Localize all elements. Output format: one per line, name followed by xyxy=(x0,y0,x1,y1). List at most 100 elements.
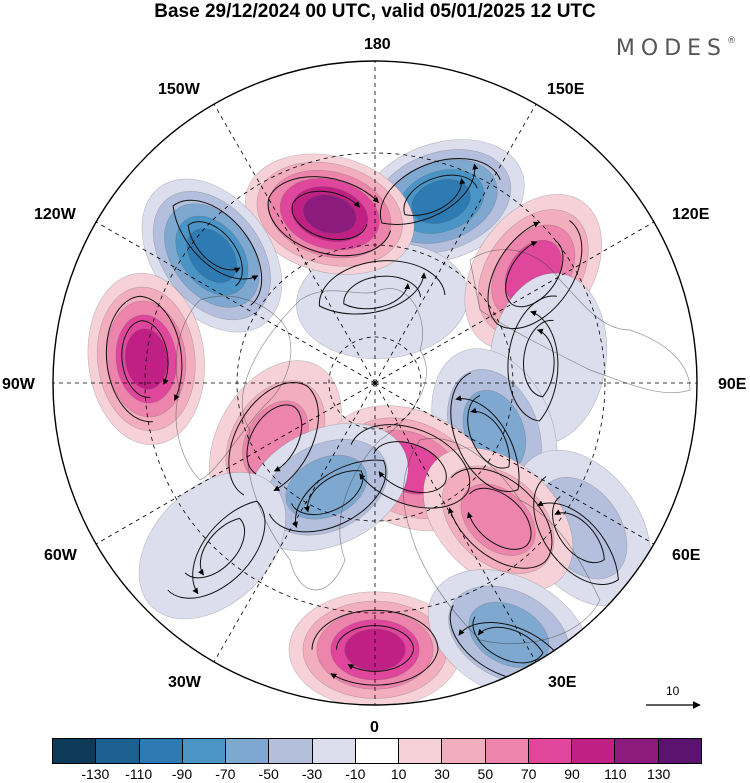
colorbar-tick-label: 70 xyxy=(520,766,537,782)
colorbar-cell xyxy=(399,739,443,763)
lon-label-150w: 150W xyxy=(158,81,200,98)
colorbar-ticks: -130 -110 -90 -70 -50 -30 -10 10 30 50 70 90 110 130 xyxy=(0,766,750,783)
lon-label-150e: 150E xyxy=(547,81,585,98)
colorbar-cell xyxy=(96,739,140,763)
colorbar-cell xyxy=(139,739,183,763)
lon-label-180: 180 xyxy=(364,36,391,53)
colorbar-cell xyxy=(528,739,573,763)
lon-label-120w: 120W xyxy=(34,206,76,223)
colorbar-cell xyxy=(355,739,400,763)
colorbar-tick-label: -30 xyxy=(301,766,323,782)
colorbar-cell xyxy=(182,739,227,763)
contour-band xyxy=(411,178,471,224)
streamline xyxy=(448,467,553,569)
streamline xyxy=(336,625,415,672)
map-title: Base 29/12/2024 00 UTC, valid 05/01/2025… xyxy=(154,1,596,22)
streamline xyxy=(228,381,319,496)
streamlines xyxy=(105,157,619,686)
coastline xyxy=(242,288,427,591)
latitude-circle xyxy=(328,336,422,430)
coastlines xyxy=(175,249,691,644)
streamline xyxy=(343,275,422,310)
lon-label-30e: 30E xyxy=(548,674,577,691)
contour-band xyxy=(460,483,536,556)
streamline xyxy=(552,496,605,564)
streamline xyxy=(472,616,544,664)
lon-label-90w: 90W xyxy=(2,376,35,393)
colorbar-cell xyxy=(442,739,486,763)
colorbar-tick-label: 110 xyxy=(604,766,627,782)
lon-label-60e: 60E xyxy=(672,547,701,564)
meridian xyxy=(87,382,376,549)
colorbar-tick-label: 30 xyxy=(434,766,450,782)
graticule xyxy=(53,61,697,705)
streamline xyxy=(184,517,245,579)
anomaly-magenta-160e xyxy=(245,153,415,275)
modes-logo: MODES® xyxy=(616,36,736,61)
streamline xyxy=(318,260,446,315)
streamline xyxy=(311,609,439,686)
colorbar-tick-label: -90 xyxy=(171,766,193,782)
streamline xyxy=(172,199,263,306)
contour-band xyxy=(303,194,357,234)
brand-text: MODES xyxy=(615,36,727,61)
coastline xyxy=(403,438,601,644)
colorbar-tick-label: -110 xyxy=(125,766,153,782)
streamline xyxy=(267,176,392,257)
lon-label-60w: 60W xyxy=(44,547,77,564)
streamline xyxy=(105,295,183,423)
map-boundary xyxy=(52,60,698,706)
lon-label-30w: 30W xyxy=(168,674,201,691)
streamline xyxy=(467,395,510,469)
coastline xyxy=(469,249,691,394)
lon-label-120e: 120E xyxy=(672,206,710,223)
colorbar-cell xyxy=(658,739,701,763)
streamline xyxy=(507,295,559,422)
colorbar-cell xyxy=(615,739,659,763)
latitude-circle xyxy=(236,244,514,522)
colorbar-tick-label: -10 xyxy=(345,766,366,782)
streamline xyxy=(350,424,471,509)
streamline xyxy=(121,320,169,398)
streamline xyxy=(533,476,619,585)
reference-vector-label: 10 xyxy=(666,684,680,698)
colorbar xyxy=(52,738,702,764)
streamline xyxy=(403,174,478,216)
colorbar-cell xyxy=(269,739,313,763)
streamline xyxy=(487,220,583,330)
streamline xyxy=(450,372,520,492)
latitude-circle xyxy=(144,152,606,614)
colorbar-tick-label: 130 xyxy=(646,766,671,782)
streamline xyxy=(379,157,501,225)
colorbar-cell xyxy=(485,739,529,763)
colorbar-cell xyxy=(226,739,270,763)
streamline xyxy=(268,459,387,533)
coastline xyxy=(175,295,292,481)
streamline xyxy=(291,470,364,516)
streamline xyxy=(291,190,368,241)
lon-label-0: 0 xyxy=(370,719,379,736)
lon-label-90e: 90E xyxy=(718,376,747,393)
colorbar-tick-label: -130 xyxy=(81,766,110,782)
colorbar-tick-label: 50 xyxy=(477,766,494,782)
contour-band xyxy=(138,471,287,620)
meridian xyxy=(209,382,376,671)
colorbar-tick-label: 10 xyxy=(390,766,407,782)
colorbar-cell xyxy=(53,739,97,763)
streamline xyxy=(167,500,266,599)
streamline xyxy=(505,240,564,308)
meridian xyxy=(374,95,541,384)
meridian xyxy=(374,382,541,671)
colorbar-tick-label: -70 xyxy=(215,766,236,782)
registered-mark: ® xyxy=(727,36,736,46)
anomaly-field xyxy=(87,139,652,705)
streamline xyxy=(373,441,447,494)
meridian xyxy=(209,95,376,384)
anomaly-blue-40e xyxy=(138,471,287,620)
streamline xyxy=(187,221,243,287)
meridian xyxy=(87,217,376,384)
colorbar-tick-label: 90 xyxy=(564,766,580,782)
colorbar-cell xyxy=(312,739,356,763)
colorbar-cell xyxy=(572,739,616,763)
